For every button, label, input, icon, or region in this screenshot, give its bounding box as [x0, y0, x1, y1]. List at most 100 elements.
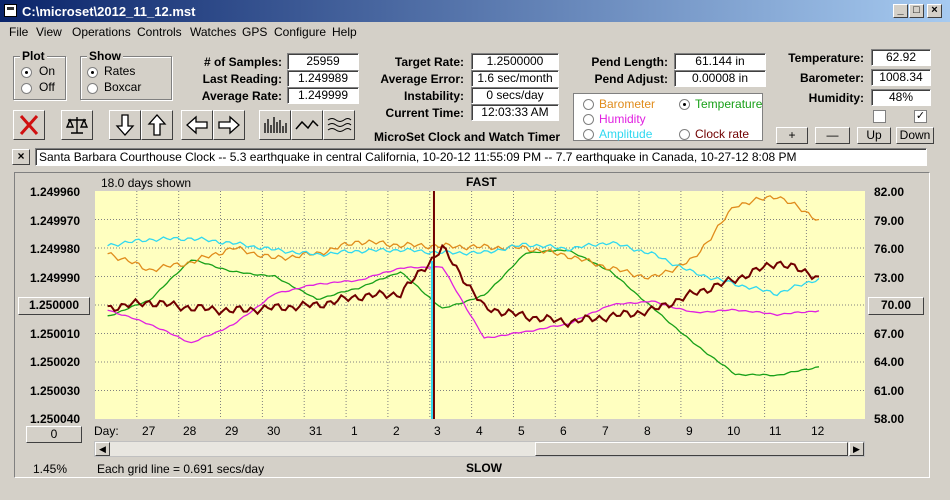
trace-clock-rate-label: Clock rate: [695, 127, 750, 141]
y-right-tick-5: 67.00: [874, 327, 905, 341]
notes-field[interactable]: Santa Barbara Courthouse Clock -- 5.3 ea…: [35, 148, 927, 166]
plot-off-label: Off: [39, 80, 55, 94]
x-tick-10: 6: [560, 424, 567, 438]
y-left-tick-5: 1.250010: [30, 327, 81, 341]
instability-field: 0 secs/day: [471, 87, 559, 104]
scroll-left-arrow-icon[interactable]: ◀: [95, 442, 110, 456]
balance-scale-icon: [65, 117, 89, 134]
plot-on-radio[interactable]: [21, 67, 32, 78]
trace-amplitude-radio[interactable]: [583, 129, 594, 140]
y-right-tick-6: 64.00: [874, 355, 905, 369]
x-tick-13: 9: [686, 424, 693, 438]
average-error-label: Average Error:: [380, 72, 464, 86]
plus-button[interactable]: +: [776, 127, 808, 144]
menu-help[interactable]: Help: [332, 25, 357, 39]
y-right-tick-3: 73.00: [874, 271, 905, 285]
multi-trace-icon: [327, 118, 352, 132]
line-graph-icon: [295, 119, 319, 130]
percent-label: 1.45%: [33, 462, 68, 476]
series-barometer: [107, 195, 820, 280]
histogram-button[interactable]: [259, 110, 291, 140]
up-button[interactable]: Up: [857, 127, 891, 144]
show-boxcar-radio[interactable]: [87, 83, 98, 94]
fast-label: FAST: [466, 175, 497, 189]
current-time-field: 12:03:33 AM: [471, 104, 559, 121]
menu-configure[interactable]: Configure: [274, 25, 327, 39]
notes-close-button[interactable]: ×: [12, 149, 30, 165]
y-right-tick-0: 82.00: [874, 185, 905, 199]
menu-view[interactable]: View: [36, 25, 62, 39]
days-shown-label: 18.0 days shown: [101, 176, 192, 190]
barometer-label: Barometer:: [799, 71, 864, 85]
line-graph-button[interactable]: [291, 110, 323, 140]
last-reading-label: Last Reading:: [202, 72, 282, 86]
menu-file[interactable]: File: [9, 25, 29, 39]
pend-adjust-label: Pend Adjust:: [594, 72, 668, 86]
time-scrollbar[interactable]: ◀ ▶: [94, 441, 865, 457]
menu-watches[interactable]: Watches: [190, 25, 237, 39]
plot-frame: [14, 172, 930, 478]
trace-barometer-radio[interactable]: [583, 99, 594, 110]
env-checkbox-2[interactable]: ✓: [914, 110, 927, 123]
show-rates-radio[interactable]: [87, 67, 98, 78]
menu-operations[interactable]: Operations: [72, 25, 131, 39]
arrow-down-button[interactable]: [109, 110, 141, 140]
average-error-field: 1.6 sec/month: [471, 70, 559, 87]
rate-center-box[interactable]: 1.250000: [18, 297, 90, 315]
x-tick-0: 27: [142, 424, 156, 438]
x-tick-5: 1: [351, 424, 358, 438]
clear-button[interactable]: [13, 110, 45, 140]
env-checkbox-1[interactable]: [873, 110, 886, 123]
multi-trace-button[interactable]: [323, 110, 355, 140]
x-tick-16: 12: [811, 424, 825, 438]
trace-temperature-radio[interactable]: [679, 99, 690, 110]
y-right-tick-1: 79.00: [874, 214, 905, 228]
y-right-tick-8: 58.00: [874, 412, 905, 426]
plot-off-radio[interactable]: [21, 83, 32, 94]
grid-note-label: Each grid line = 0.691 secs/day: [97, 462, 265, 476]
trace-temperature-label: Temperature: [695, 97, 763, 111]
menu-gps[interactable]: GPS: [242, 25, 268, 39]
last-reading-field: 1.249989: [287, 70, 359, 87]
samples-field: 25959: [287, 53, 359, 70]
right-value-box[interactable]: 70.00: [868, 297, 924, 315]
pend-adjust-field: 0.00008 in: [674, 70, 766, 87]
menu-bar: File View Operations Controls Watches GP…: [0, 22, 950, 42]
target-rate-field[interactable]: 1.2500000: [471, 53, 559, 70]
y-left-tick-0: 1.249960: [30, 185, 81, 199]
x-tick-8: 4: [476, 424, 483, 438]
plot-group: Plot On Off: [13, 49, 66, 100]
x-tick-11: 7: [602, 424, 609, 438]
arrow-up-button[interactable]: [141, 110, 173, 140]
arrow-right-button[interactable]: [213, 110, 245, 140]
balance-button[interactable]: [61, 110, 93, 140]
x-tick-7: 3: [434, 424, 441, 438]
close-window-button[interactable]: ×: [927, 4, 942, 18]
trace-selector: Barometer Temperature Humidity Amplitude…: [573, 93, 763, 141]
series-amplitude: [107, 236, 820, 297]
x-tick-1: 28: [183, 424, 197, 438]
arrow-left-button[interactable]: [181, 110, 213, 140]
maximize-button[interactable]: □: [909, 4, 924, 18]
title-bar: C:\microset\2012_11_12.mst _ □ ×: [0, 0, 950, 22]
scroll-right-arrow-icon[interactable]: ▶: [849, 442, 864, 456]
menu-controls[interactable]: Controls: [137, 25, 182, 39]
minimize-button[interactable]: _: [893, 4, 908, 18]
rate-chart: [95, 191, 865, 419]
plot-group-title: Plot: [20, 49, 47, 63]
down-button[interactable]: Down: [896, 127, 934, 144]
y-left-tick-7: 1.250030: [30, 384, 81, 398]
series-clock-rate: [107, 243, 820, 329]
x-tick-4: 31: [309, 424, 323, 438]
x-tick-6: 2: [393, 424, 400, 438]
y-left-tick-2: 1.249980: [30, 242, 81, 256]
scroll-thumb[interactable]: [535, 442, 848, 456]
arrow-left-icon: [186, 115, 208, 135]
window-title: C:\microset\2012_11_12.mst: [22, 4, 196, 19]
trace-clock-rate-radio[interactable]: [679, 129, 690, 140]
left-zero-box[interactable]: 0: [26, 426, 82, 443]
minus-button[interactable]: —: [815, 127, 850, 144]
barometer-field: 1008.34: [871, 69, 931, 86]
trace-humidity-label: Humidity: [599, 112, 646, 126]
trace-humidity-radio[interactable]: [583, 114, 594, 125]
